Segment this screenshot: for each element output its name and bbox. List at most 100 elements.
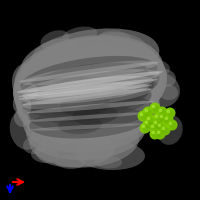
Circle shape [167,110,170,113]
Ellipse shape [21,28,159,92]
Ellipse shape [40,85,100,115]
Ellipse shape [58,116,102,134]
Ellipse shape [72,105,118,125]
Ellipse shape [12,63,48,107]
Ellipse shape [76,82,124,102]
Ellipse shape [28,112,148,122]
Ellipse shape [73,94,127,122]
Circle shape [153,112,164,123]
Ellipse shape [22,82,152,122]
Circle shape [140,122,151,134]
Ellipse shape [40,30,70,50]
Circle shape [160,124,170,136]
Ellipse shape [21,76,149,118]
Circle shape [151,125,159,133]
Circle shape [157,131,160,134]
Circle shape [152,105,160,113]
Ellipse shape [27,85,73,135]
Circle shape [145,121,153,129]
Circle shape [162,127,170,135]
Circle shape [145,121,148,124]
Ellipse shape [60,94,110,116]
Circle shape [160,115,168,123]
Ellipse shape [75,140,145,170]
Circle shape [162,114,174,126]
Circle shape [169,122,172,125]
Ellipse shape [14,109,30,127]
Ellipse shape [23,87,153,153]
Circle shape [142,125,150,133]
Ellipse shape [126,42,154,58]
Ellipse shape [13,37,167,133]
Ellipse shape [51,102,109,128]
Ellipse shape [21,89,153,105]
Circle shape [151,125,154,128]
Circle shape [145,109,148,112]
Ellipse shape [15,55,155,135]
Ellipse shape [63,27,97,43]
Circle shape [158,124,166,132]
Circle shape [157,131,165,139]
Ellipse shape [19,62,159,82]
Circle shape [150,129,160,140]
Circle shape [152,105,155,108]
Circle shape [147,117,155,125]
Circle shape [142,106,154,117]
Circle shape [138,110,148,121]
Ellipse shape [154,69,176,87]
Ellipse shape [158,84,178,100]
Ellipse shape [64,83,116,107]
Ellipse shape [17,71,163,93]
Ellipse shape [94,155,122,169]
Circle shape [158,112,168,123]
Ellipse shape [26,100,146,160]
Ellipse shape [13,94,31,116]
Ellipse shape [29,112,139,168]
Ellipse shape [23,136,47,154]
Ellipse shape [50,77,100,99]
Ellipse shape [31,123,141,131]
Ellipse shape [146,60,170,76]
Ellipse shape [31,39,79,71]
Ellipse shape [16,58,158,142]
Ellipse shape [35,132,115,168]
Ellipse shape [10,110,40,150]
Ellipse shape [99,30,131,46]
Circle shape [154,121,157,124]
Circle shape [159,109,167,117]
Circle shape [145,109,153,117]
Ellipse shape [14,45,162,135]
Circle shape [154,121,162,129]
Ellipse shape [22,75,160,145]
Ellipse shape [21,63,159,111]
Circle shape [166,119,178,130]
Circle shape [158,124,161,127]
Circle shape [140,113,148,121]
Circle shape [165,117,173,125]
Ellipse shape [22,87,152,109]
Circle shape [162,127,165,130]
Circle shape [148,122,160,134]
Ellipse shape [115,55,165,95]
Circle shape [155,115,158,118]
Circle shape [152,131,160,139]
Circle shape [164,108,176,118]
Ellipse shape [140,72,180,108]
Circle shape [156,106,168,117]
Ellipse shape [55,155,85,169]
Ellipse shape [22,76,154,100]
Ellipse shape [21,61,157,85]
Ellipse shape [18,83,38,101]
Circle shape [156,121,166,132]
Circle shape [167,110,175,118]
Circle shape [159,109,162,112]
Circle shape [160,115,163,118]
Circle shape [165,117,168,120]
Ellipse shape [93,32,147,58]
Ellipse shape [29,106,147,138]
Circle shape [155,115,163,123]
Circle shape [152,131,155,134]
Ellipse shape [21,69,159,97]
Ellipse shape [27,101,155,113]
Circle shape [140,113,143,116]
